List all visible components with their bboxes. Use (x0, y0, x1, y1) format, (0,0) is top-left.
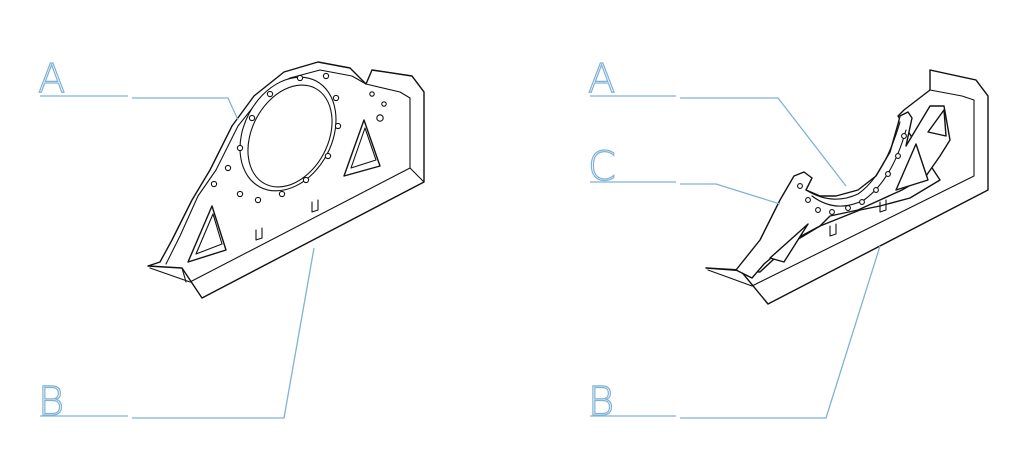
right-bracket-part (705, 69, 989, 305)
left-callout-a-leader (40, 95, 239, 121)
left-callout-a: A (37, 55, 239, 121)
right-cradle-curve (805, 121, 901, 200)
left-callout-b-label: B (38, 379, 64, 425)
right-front-plate (735, 105, 951, 279)
right-callout-a-leader (590, 95, 847, 187)
left-slot-1 (255, 227, 263, 241)
right-base-inner-edge (707, 99, 975, 287)
left-diagram: A B (37, 55, 425, 426)
left-triangle-cutout-1 (187, 205, 227, 263)
left-slot-2 (311, 199, 319, 213)
right-triangle-cutout-3 (927, 109, 947, 137)
right-callout-c-leader (590, 181, 781, 205)
left-bolt-holes (210, 72, 387, 204)
right-callout-a: A (587, 55, 847, 187)
right-end-wall (929, 69, 989, 101)
left-main-bore-inner (247, 84, 333, 188)
left-end-wall (365, 69, 425, 99)
right-callout-b: B (587, 245, 881, 426)
right-callout-a-label: A (588, 56, 615, 102)
right-bolt-holes (797, 133, 907, 215)
right-slot-1 (829, 223, 837, 237)
right-slot-2 (879, 199, 887, 213)
left-callout-a-label: A (38, 56, 65, 102)
left-triangle-cutout-1-inner (195, 213, 223, 255)
left-base-inner-edge (149, 97, 411, 283)
right-triangle-cutout-1 (769, 223, 809, 263)
right-callout-b-label: B (588, 379, 614, 425)
left-bracket-part (147, 61, 425, 299)
left-triangle-cutout-2-inner (350, 127, 377, 169)
left-callout-b-leader (40, 247, 315, 419)
right-callout-c: C (587, 143, 781, 205)
right-callout-b-leader (590, 245, 881, 419)
left-base-fold-line (181, 167, 425, 283)
right-triangle-cutout-2 (895, 143, 929, 191)
right-callout-c-label: C (588, 144, 616, 190)
right-diagram: A C B (587, 55, 989, 426)
left-callout-b: B (37, 247, 315, 426)
